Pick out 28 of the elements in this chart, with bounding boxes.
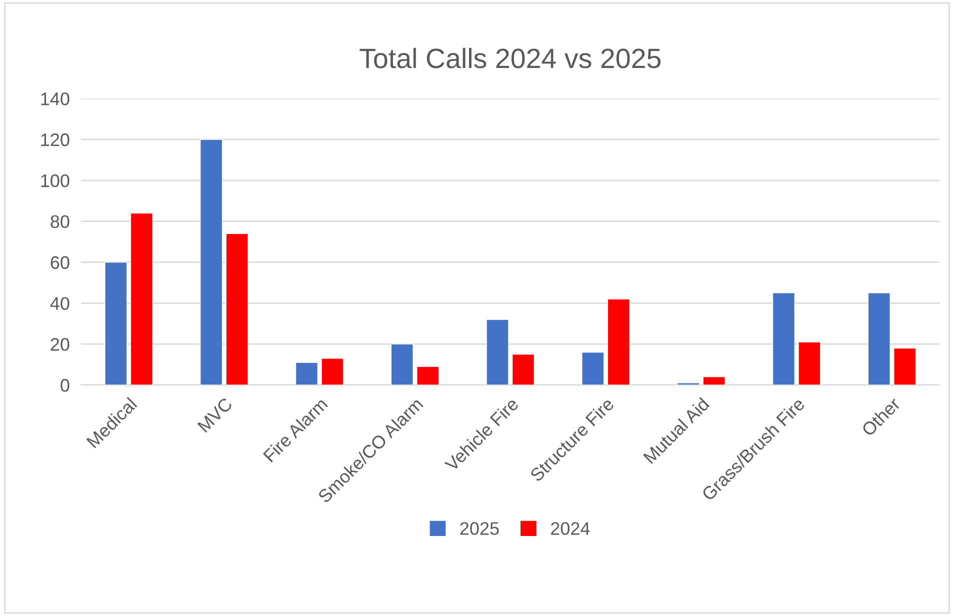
bar xyxy=(295,362,318,385)
y-tick-label: 60 xyxy=(50,256,70,269)
bar xyxy=(104,262,128,385)
bar xyxy=(894,348,916,385)
bar xyxy=(390,344,414,385)
legend-label: 2024 xyxy=(551,522,590,535)
bar xyxy=(200,139,223,385)
bar xyxy=(321,358,344,385)
y-tick-label: 20 xyxy=(50,338,70,351)
bar xyxy=(416,366,440,385)
bar xyxy=(130,212,153,385)
bar xyxy=(512,354,535,385)
y-tick-label: 40 xyxy=(50,297,70,310)
bar xyxy=(772,292,796,385)
bar xyxy=(607,298,630,385)
bar xyxy=(868,292,890,385)
bar xyxy=(226,233,248,385)
bar xyxy=(582,352,604,385)
y-tick-label: 80 xyxy=(50,215,70,228)
chart-title: Total Calls 2024 vs 2025 xyxy=(360,48,661,68)
legend-label: 2025 xyxy=(460,522,499,535)
y-tick-label: 0 xyxy=(60,378,70,392)
bar xyxy=(486,319,509,385)
bar xyxy=(798,342,821,385)
bar xyxy=(702,376,726,385)
y-tick-label: 140 xyxy=(41,92,70,106)
y-tick-label: 120 xyxy=(41,133,70,146)
y-tick-label: 100 xyxy=(41,174,70,188)
